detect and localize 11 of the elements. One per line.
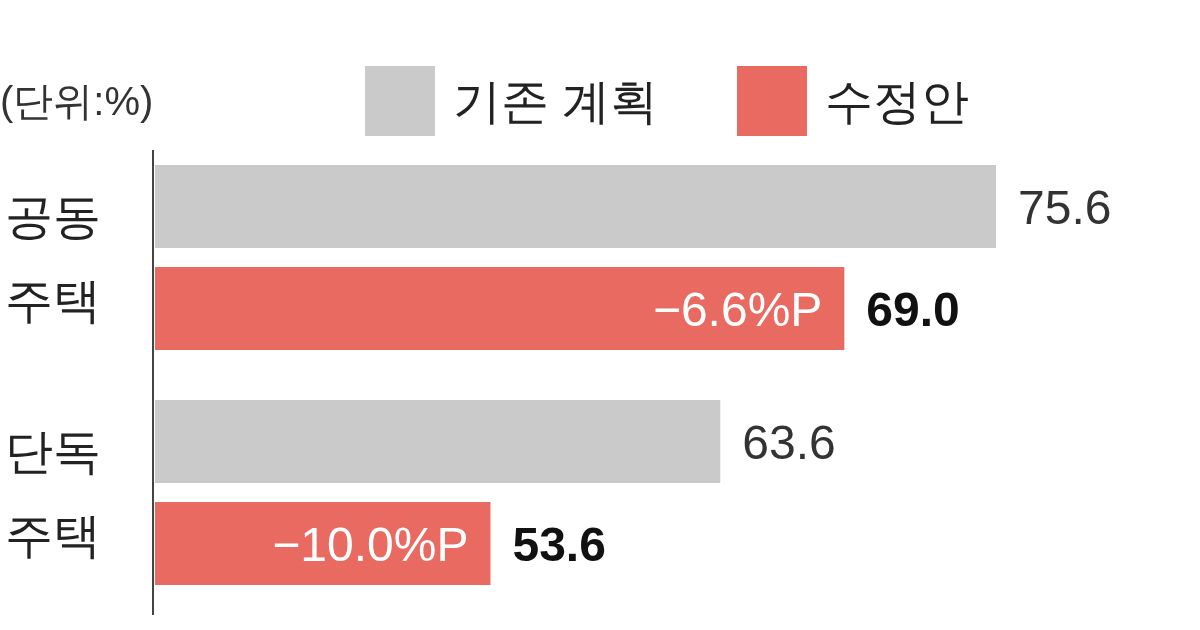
legend-label: 기존 계획 [453, 75, 659, 128]
y-tick-label: 공동 주택 [5, 189, 101, 327]
data-label: 63.6 [742, 415, 836, 469]
y-tick-label: 단독 주택 [5, 424, 101, 562]
data-label: 75.6 [1018, 180, 1112, 234]
annotation: −6.6%P [652, 282, 823, 336]
annotation: −10.0%P [272, 517, 469, 571]
text: (단위:%) [0, 79, 154, 123]
data-label: 69.0 [866, 282, 960, 336]
legend-label: 수정안 [825, 75, 969, 128]
data-label: 53.6 [512, 517, 606, 571]
